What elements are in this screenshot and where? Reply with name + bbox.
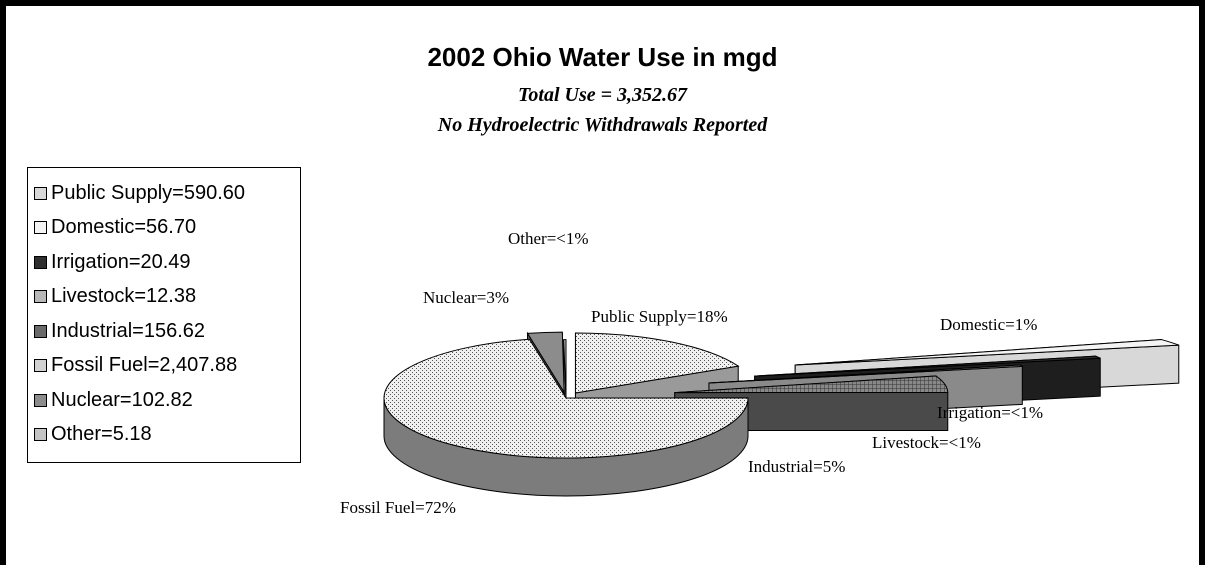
chart-title: 2002 Ohio Water Use in mgd [427, 42, 778, 72]
legend-label: Nuclear=102.82 [51, 388, 193, 411]
legend-item-nuclear: Nuclear=102.82 [34, 383, 300, 418]
legend-item-industrial: Industrial=156.62 [34, 314, 300, 349]
legend-label: Irrigation=20.49 [51, 250, 191, 273]
legend-label: Domestic=56.70 [51, 216, 197, 239]
legend-label: Fossil Fuel=2,407.88 [51, 354, 238, 377]
pie-slice-1 [795, 339, 1179, 366]
legend-label: Livestock=12.38 [51, 285, 197, 308]
legend-swatch [34, 290, 47, 304]
slice-label: Domestic=1% [940, 315, 1037, 334]
legend-swatch [34, 359, 47, 373]
legend-swatch [34, 221, 47, 235]
legend-item-fossil-fuel: Fossil Fuel=2,407.88 [34, 349, 300, 384]
pie-slice-7 [563, 339, 567, 397]
pie-slice-2 [754, 355, 1101, 377]
legend-item-livestock: Livestock=12.38 [34, 280, 300, 315]
slice-label: Nuclear=3% [423, 288, 509, 307]
chart-legend: Public Supply=590.60 Domestic=56.70 Irri… [27, 167, 301, 463]
slice-label: Industrial=5% [748, 457, 845, 476]
legend-swatch [34, 186, 47, 200]
slice-label: Livestock=<1% [872, 433, 981, 452]
legend-swatch [34, 393, 47, 407]
legend-item-public-supply: Public Supply=590.60 [34, 176, 300, 211]
pie-slice-0 [574, 332, 740, 394]
pie-slice-3 [708, 364, 1025, 384]
legend-item-domestic: Domestic=56.70 [34, 211, 300, 246]
legend-swatch [34, 428, 47, 442]
chart-subtitle-total: Total Use = 3,352.67 [518, 84, 687, 106]
legend-swatch [34, 255, 47, 269]
slice-label: Fossil Fuel=72% [340, 498, 456, 517]
legend-item-irrigation: Irrigation=20.49 [34, 245, 300, 280]
legend-swatch [34, 324, 47, 338]
legend-label: Industrial=156.62 [51, 319, 206, 342]
slice-label: Public Supply=18% [591, 307, 728, 326]
slice-label: Other=<1% [508, 229, 589, 248]
pie-slice-4 [674, 375, 949, 394]
chart-subtitle-note: No Hydroelectric Withdrawals Reported [437, 114, 768, 136]
pie-slice-6 [526, 331, 565, 394]
slice-label: Irrigation=<1% [937, 403, 1043, 422]
legend-label: Other=5.18 [51, 423, 152, 446]
legend-item-other: Other=5.18 [34, 418, 300, 453]
pie-slice-5 [383, 338, 749, 459]
legend-label: Public Supply=590.60 [51, 181, 246, 204]
